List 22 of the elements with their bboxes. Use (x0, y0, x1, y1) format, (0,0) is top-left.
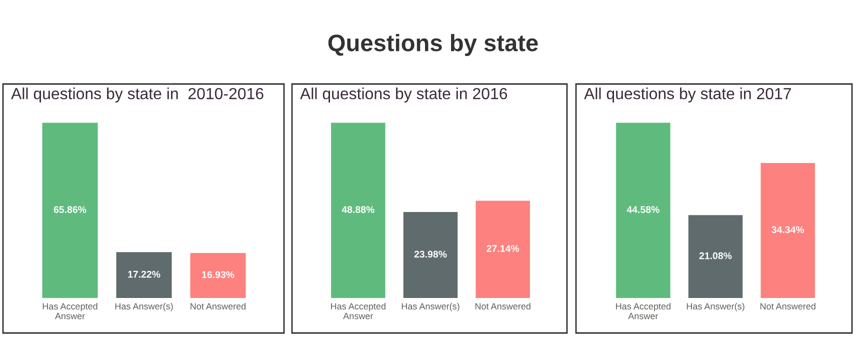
data-label: 16.93% (202, 271, 234, 278)
x-tick-label: Has Accepted Answer (331, 302, 386, 320)
x-tick-label: Not Answered (760, 302, 816, 310)
chart-title: All questions by state in 2016 (300, 88, 508, 102)
x-tick-label: Not Answered (190, 302, 246, 310)
data-label: 21.08% (699, 252, 732, 260)
data-label: 27.14% (486, 245, 520, 252)
data-label: 17.22% (128, 270, 160, 278)
data-label: 44.58% (626, 206, 660, 213)
data-label: 34.34% (772, 226, 804, 234)
data-label: 23.98% (414, 250, 447, 258)
x-tick-label: Not Answered (475, 302, 530, 310)
data-label: 48.88% (342, 206, 374, 213)
x-tick-label: Has Answer(s) (686, 302, 744, 312)
chart-title: All questions by state in 2017 (584, 88, 791, 102)
x-tick-label: Has Answer(s) (402, 302, 460, 312)
text: Questions by state (328, 34, 538, 56)
x-tick-label: Has Answer(s) (115, 302, 173, 312)
x-tick-label: Has Accepted Answer (616, 302, 670, 320)
chart-title: All questions by state in 2010-2016 (11, 88, 264, 102)
x-tick-label: Has Accepted Answer (42, 302, 98, 320)
data-label: 65.86% (54, 206, 86, 213)
